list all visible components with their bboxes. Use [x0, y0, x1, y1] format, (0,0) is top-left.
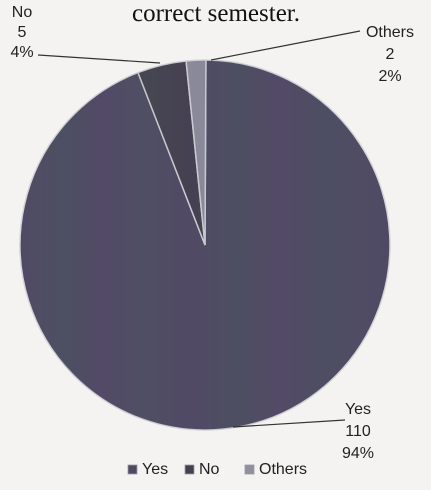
- legend-item-yes: Yes: [127, 461, 168, 478]
- data-label-no-value: 5: [18, 24, 27, 41]
- data-label-no-category: No: [12, 4, 33, 21]
- data-label-others-value: 2: [386, 46, 395, 63]
- data-label-others-percent: 2%: [378, 68, 401, 85]
- data-label-yes-category: Yes: [345, 401, 371, 418]
- legend-item-no: No: [184, 461, 220, 478]
- data-label-yes-percent: 94%: [342, 445, 374, 462]
- legend-label-yes: Yes: [142, 461, 168, 478]
- data-label-others-category: Others: [366, 24, 414, 41]
- legend-label-no: No: [199, 461, 220, 478]
- leader-line-others: [210, 30, 361, 61]
- legend-swatch-others: [244, 464, 255, 475]
- legend-item-others: Others: [244, 461, 307, 478]
- leader-line-yes: [232, 419, 346, 428]
- chart-title: correct semester.: [132, 0, 300, 27]
- legend-swatch-yes: [127, 464, 138, 475]
- data-label-no-percent: 4%: [10, 44, 33, 61]
- data-label-yes-value: 110: [345, 423, 371, 440]
- legend-label-others: Others: [259, 461, 307, 478]
- legend-swatch-no: [184, 464, 195, 475]
- leader-line-no: [37, 54, 161, 64]
